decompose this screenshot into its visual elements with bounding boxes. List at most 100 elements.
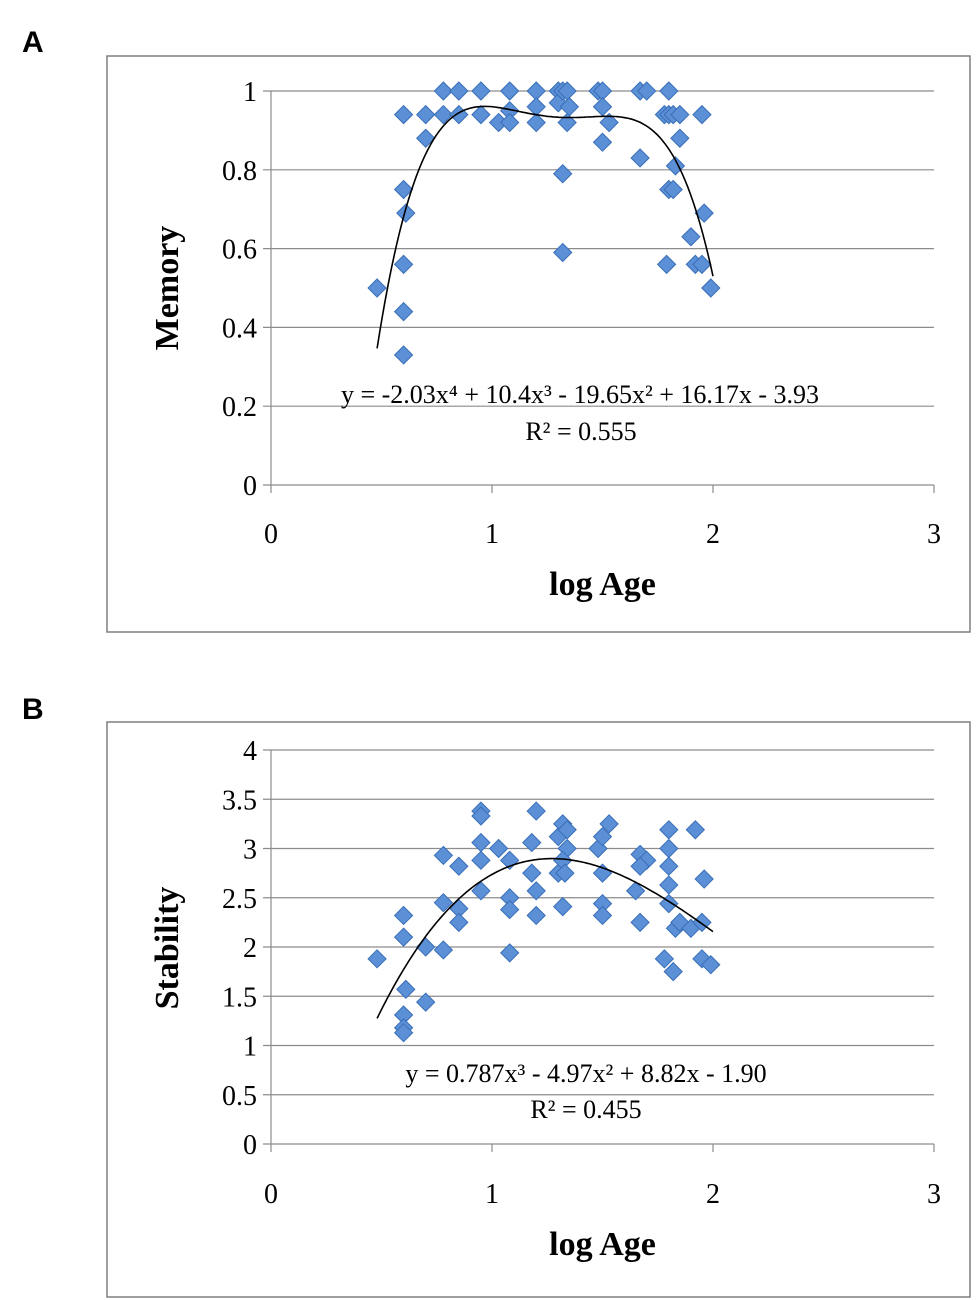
data-point	[659, 838, 679, 859]
x-axis-title: log Age	[549, 1226, 656, 1263]
data-point	[526, 112, 546, 133]
y-tick-label: 0.2	[222, 392, 257, 423]
data-point	[522, 863, 542, 883]
data-point	[694, 869, 714, 889]
data-point	[553, 242, 573, 263]
data-point	[415, 128, 436, 148]
trend-equation: y = 0.787x³ - 4.97x² + 8.82x - 1.90	[405, 1059, 766, 1088]
data-point	[659, 856, 679, 876]
data-point	[670, 104, 690, 125]
data-point	[592, 905, 613, 926]
data-point	[433, 892, 454, 913]
data-point	[449, 856, 469, 876]
y-tick-label: 0	[243, 471, 257, 502]
x-tick-label: 1	[485, 1179, 499, 1210]
data-point	[393, 1022, 414, 1043]
y-tick-label: 0.4	[222, 313, 257, 344]
data-point	[415, 937, 436, 957]
chart-frame	[106, 721, 971, 1298]
data-point	[659, 820, 679, 840]
data-point	[592, 826, 613, 847]
y-tick-label: 0.6	[222, 235, 257, 266]
data-point	[396, 203, 416, 223]
y-tick-label: 0.8	[222, 156, 257, 187]
x-tick-label: 2	[706, 519, 720, 550]
data-point	[471, 850, 491, 871]
data-point	[526, 801, 546, 821]
data-point	[701, 955, 721, 975]
data-point	[654, 949, 675, 969]
data-point	[659, 875, 679, 895]
data-point	[553, 164, 573, 184]
data-point	[659, 81, 679, 101]
x-tick-label: 1	[485, 519, 499, 550]
data-point	[499, 112, 520, 133]
data-point	[393, 301, 414, 322]
data-point	[692, 104, 712, 125]
x-tick-label: 3	[927, 1179, 941, 1210]
data-point	[499, 899, 520, 920]
data-point	[393, 345, 414, 365]
x-axis-title: log Age	[549, 566, 656, 603]
data-point	[656, 254, 677, 275]
data-point	[488, 838, 509, 859]
data-point	[685, 820, 706, 840]
data-point	[553, 896, 573, 917]
y-tick-label: 3	[243, 835, 257, 866]
data-point	[636, 81, 657, 101]
data-point	[393, 927, 414, 947]
data-point	[499, 943, 520, 963]
data-point	[471, 881, 491, 901]
y-tick-label: 2	[243, 933, 257, 964]
y-tick-label: 1.5	[222, 982, 257, 1013]
y-tick-label: 3.5	[222, 785, 257, 816]
chart-frame	[106, 55, 971, 633]
data-point	[557, 820, 577, 840]
data-point	[499, 81, 520, 101]
data-point	[433, 81, 454, 101]
data-point	[630, 148, 650, 168]
data-point	[630, 856, 650, 876]
data-point	[522, 832, 542, 853]
data-point	[471, 104, 491, 125]
x-tick-label: 0	[264, 1179, 278, 1210]
x-tick-label: 3	[927, 519, 941, 550]
r-squared: R² = 0.555	[525, 417, 636, 446]
trendline	[376, 105, 714, 349]
data-point	[692, 254, 712, 275]
trend-equation: y = -2.03x⁴ + 10.4x³ - 19.65x² + 16.17x …	[341, 380, 819, 409]
data-point	[471, 806, 491, 826]
data-point	[433, 104, 454, 125]
data-point	[367, 949, 387, 969]
data-point	[393, 179, 414, 200]
data-point	[625, 881, 646, 901]
y-tick-label: 0.5	[222, 1081, 257, 1112]
data-point	[663, 179, 683, 200]
data-point	[592, 132, 613, 152]
data-point	[663, 961, 683, 982]
r-squared: R² = 0.455	[530, 1095, 641, 1124]
data-point	[415, 104, 436, 125]
data-point	[396, 979, 416, 1000]
data-point	[670, 128, 690, 148]
data-point	[449, 912, 469, 933]
x-tick-label: 0	[264, 519, 278, 550]
y-tick-label: 2.5	[222, 884, 257, 915]
panel-label-a: A	[22, 26, 44, 59]
data-point	[555, 863, 575, 883]
data-point	[449, 81, 469, 101]
data-point	[694, 203, 714, 223]
data-point	[599, 814, 619, 834]
data-point	[701, 278, 721, 298]
data-point	[599, 112, 619, 133]
y-axis-title: Stability	[149, 887, 186, 1010]
data-point	[393, 104, 414, 125]
data-point	[393, 254, 414, 275]
y-tick-label: 0	[243, 1130, 257, 1161]
data-point	[630, 912, 650, 933]
panel-label-b: B	[22, 693, 44, 726]
data-point	[526, 881, 546, 901]
y-tick-label: 1	[243, 1032, 257, 1063]
y-tick-label: 1	[243, 77, 257, 108]
x-tick-label: 2	[706, 1179, 720, 1210]
